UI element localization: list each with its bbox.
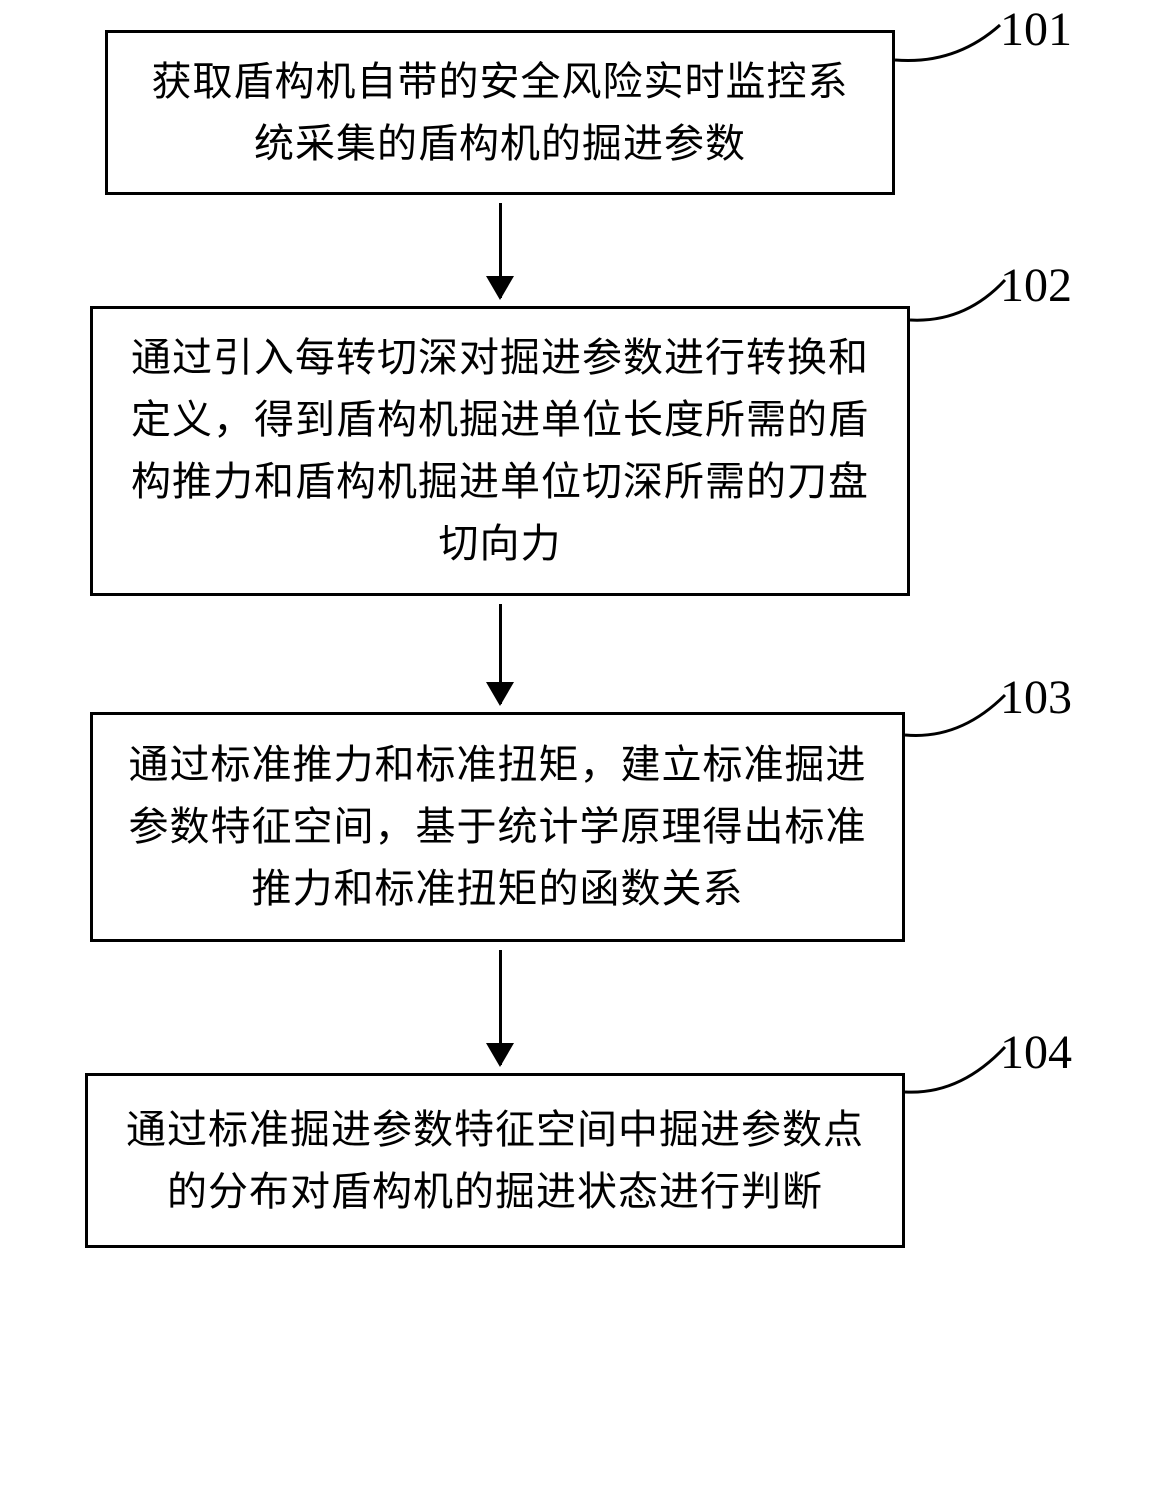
arrow-1-container <box>90 195 910 306</box>
flowchart-step-3: 通过标准推力和标准扭矩，建立标准掘进参数特征空间，基于统计学原理得出标准推力和标… <box>90 712 905 942</box>
label-104: 104 <box>1000 1025 1072 1080</box>
arrow-2-container <box>90 596 910 712</box>
label-102: 102 <box>1000 258 1072 313</box>
arrow-3-container <box>90 942 910 1073</box>
flowchart-step-2: 通过引入每转切深对掘进参数进行转换和定义，得到盾构机掘进单位长度所需的盾构推力和… <box>90 306 910 596</box>
arrow-3 <box>499 950 502 1065</box>
arrow-2 <box>499 604 502 704</box>
flowchart-step-1: 获取盾构机自带的安全风险实时监控系统采集的盾构机的掘进参数 <box>105 30 895 195</box>
flowchart-step-4: 通过标准掘进参数特征空间中掘进参数点的分布对盾构机的掘进状态进行判断 <box>85 1073 905 1248</box>
step-1-text: 获取盾构机自带的安全风险实时监控系统采集的盾构机的掘进参数 <box>138 51 862 175</box>
step-2-text: 通过引入每转切深对掘进参数进行转换和定义，得到盾构机掘进单位长度所需的盾构推力和… <box>123 327 877 575</box>
step-4-text: 通过标准掘进参数特征空间中掘进参数点的分布对盾构机的掘进状态进行判断 <box>118 1099 872 1223</box>
label-101: 101 <box>1000 2 1072 57</box>
label-103: 103 <box>1000 670 1072 725</box>
flowchart-container: 获取盾构机自带的安全风险实时监控系统采集的盾构机的掘进参数 通过引入每转切深对掘… <box>75 30 1095 1248</box>
step-3-text: 通过标准推力和标准扭矩，建立标准掘进参数特征空间，基于统计学原理得出标准推力和标… <box>123 734 872 920</box>
arrow-1 <box>499 203 502 298</box>
